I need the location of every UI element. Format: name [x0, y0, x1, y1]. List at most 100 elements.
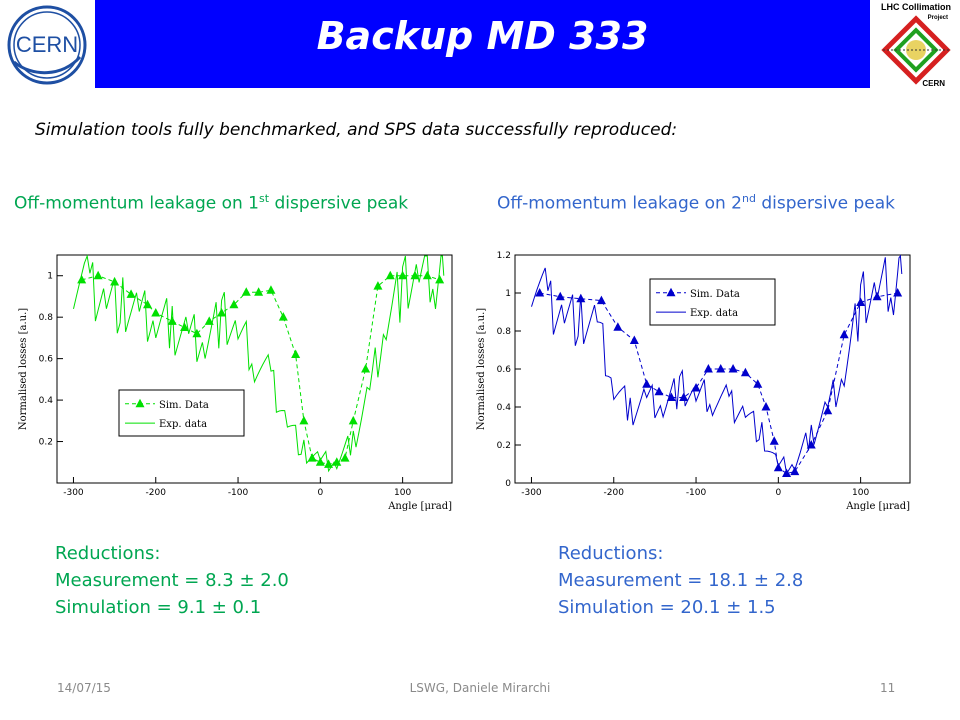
sim-data-point [278, 312, 288, 321]
legend-marker-sim [135, 398, 145, 408]
x-tick-label: -200 [604, 488, 625, 498]
page-number: 11 [880, 681, 896, 695]
x-tick-label: -100 [228, 488, 249, 498]
sim-data-point [773, 462, 783, 472]
legend-marker-sim [666, 287, 676, 297]
sim-data-point [422, 270, 432, 280]
sim-data-point [299, 415, 309, 425]
sim-data-point [126, 289, 136, 298]
sim-data-point [93, 270, 103, 280]
sim-data-point [716, 364, 726, 373]
sim-data-point [740, 367, 750, 377]
sim-data-point [856, 297, 866, 306]
header: CERN Backup MD 333 LHC Collimation Proje… [0, 0, 960, 92]
sim-data-point [373, 281, 383, 290]
sim-data-point [307, 453, 317, 462]
reductions-title: Reductions: [55, 543, 161, 564]
svg-text:LHC Collimation: LHC Collimation [881, 2, 951, 12]
svg-text:CERN: CERN [922, 79, 945, 88]
reductions-title: Reductions: [558, 543, 664, 564]
sim-data-point [385, 270, 395, 280]
lhc-collimation-logo: LHC Collimation Project CERN [873, 0, 960, 90]
sim-data-point [254, 287, 264, 296]
y-tick-label: 0.4 [497, 403, 512, 413]
y-axis-label: Normalised losses [a.u.] [476, 308, 487, 430]
legend-label-sim: Sim. Data [690, 289, 740, 300]
sim-data-point [691, 383, 701, 392]
sim-data-point [654, 386, 664, 396]
sim-data-point [192, 328, 202, 338]
sim-data-point [332, 457, 342, 466]
heading-second-peak: Off-momentum leakage on 2nd dispersive p… [497, 192, 895, 214]
y-tick-label: 0.2 [497, 441, 511, 451]
sim-data-point [180, 322, 190, 332]
legend-label-exp: Exp. data [690, 308, 738, 319]
sim-data-point [241, 287, 251, 296]
legend-box [118, 389, 245, 437]
y-tick-label: 0.6 [497, 365, 512, 375]
subtitle: Simulation tools fully benchmarked, and … [35, 120, 678, 140]
sim-data-point [613, 322, 623, 331]
sim-data-point [555, 291, 565, 301]
x-tick-label: -300 [521, 488, 542, 498]
sim-data-point [361, 364, 371, 373]
title-bar [95, 0, 870, 88]
sim-data-point [535, 288, 545, 297]
sim-data-point [823, 405, 833, 415]
sim-data-point [728, 364, 738, 373]
svg-text:CERN: CERN [16, 32, 78, 57]
sim-data-point [143, 299, 153, 309]
y-axis-label: Normalised losses [a.u.] [18, 308, 29, 430]
sim-data-point [872, 291, 882, 301]
sim-data-point [340, 453, 350, 462]
plot-frame [56, 254, 453, 484]
x-tick-label: -100 [686, 488, 707, 498]
sim-data-point [324, 459, 334, 468]
y-tick-label: 0.6 [39, 355, 54, 365]
x-tick-label: 0 [775, 488, 781, 498]
sim-data-point [204, 316, 214, 325]
x-tick-label: 0 [317, 488, 323, 498]
sim-data-point [315, 457, 325, 466]
sim-data-point [753, 379, 763, 388]
heading-first-peak: Off-momentum leakage on 1st dispersive p… [14, 192, 409, 214]
sim-data-point [790, 466, 800, 476]
simulation-value: Simulation = 9.1 ± 0.1 [55, 597, 262, 618]
cern-logo: CERN [7, 5, 87, 85]
sim-data-point [110, 276, 120, 286]
svg-text:Project: Project [928, 15, 948, 21]
series-sim-data [539, 292, 898, 475]
sim-data-point [291, 349, 301, 358]
x-axis-label: Angle [μrad] [845, 501, 910, 512]
x-axis-label: Angle [μrad] [387, 501, 452, 512]
x-tick-label: 100 [394, 488, 411, 498]
sim-data-point [217, 308, 227, 317]
page-title: Backup MD 333 [316, 14, 649, 58]
measurement-value: Measurement = 8.3 ± 2.0 [55, 570, 289, 591]
reductions-second-peak: Reductions: Measurement = 18.1 ± 2.8 Sim… [558, 540, 803, 621]
chart-first-peak: -300 -200 -100 0 100 0.2 0.4 0.6 0.8 1 Angle [μrad… [18, 254, 453, 512]
sim-data-point [435, 274, 445, 284]
sim-data-point [761, 402, 771, 411]
x-tick-label: -300 [63, 488, 84, 498]
x-tick-label: -200 [146, 488, 167, 498]
legend-label-exp: Exp. data [159, 419, 207, 430]
reductions-first-peak: Reductions: Measurement = 8.3 ± 2.0 Simu… [55, 540, 289, 621]
sim-data-point [666, 392, 676, 401]
sim-data-point [410, 270, 420, 280]
measurement-value: Measurement = 18.1 ± 2.8 [558, 570, 804, 591]
series-exp-data [531, 254, 903, 475]
simulation-value: Simulation = 20.1 ± 1.5 [558, 597, 776, 618]
y-tick-label: 0.8 [39, 313, 54, 323]
sim-data-point [893, 288, 903, 297]
legend-label-sim: Sim. Data [159, 400, 209, 411]
sim-data-point [769, 436, 779, 445]
y-tick-label: 1.2 [497, 251, 511, 261]
footer-author: LSWG, Daniele Mirarchi [409, 681, 551, 695]
legend-box [649, 278, 776, 326]
footer-date: 14/07/15 [57, 681, 111, 695]
sim-data-point [806, 440, 816, 449]
sim-data-point [348, 415, 358, 425]
sim-data-point [77, 274, 87, 284]
x-tick-label: 100 [852, 488, 869, 498]
